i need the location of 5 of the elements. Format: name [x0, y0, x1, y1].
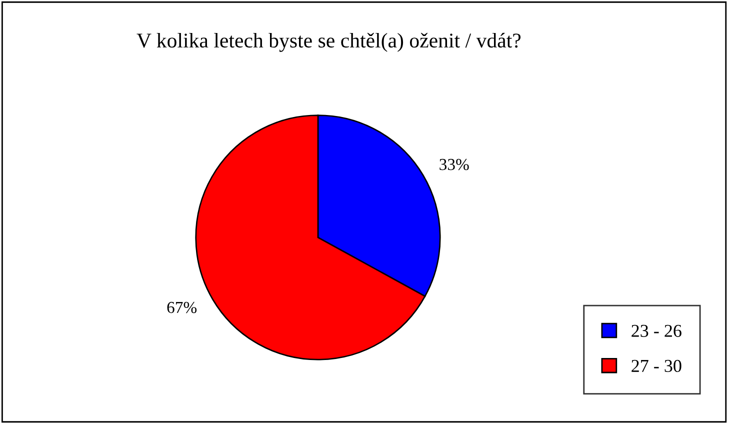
legend-label: 27 - 30	[632, 360, 682, 372]
data-label: 33%	[440, 158, 469, 170]
chart-title: V kolika letech byste se chtěl(a) oženit / vdát?	[136, 32, 521, 52]
data-label: 67%	[167, 302, 197, 314]
legend-label: 23 - 26	[632, 324, 682, 337]
